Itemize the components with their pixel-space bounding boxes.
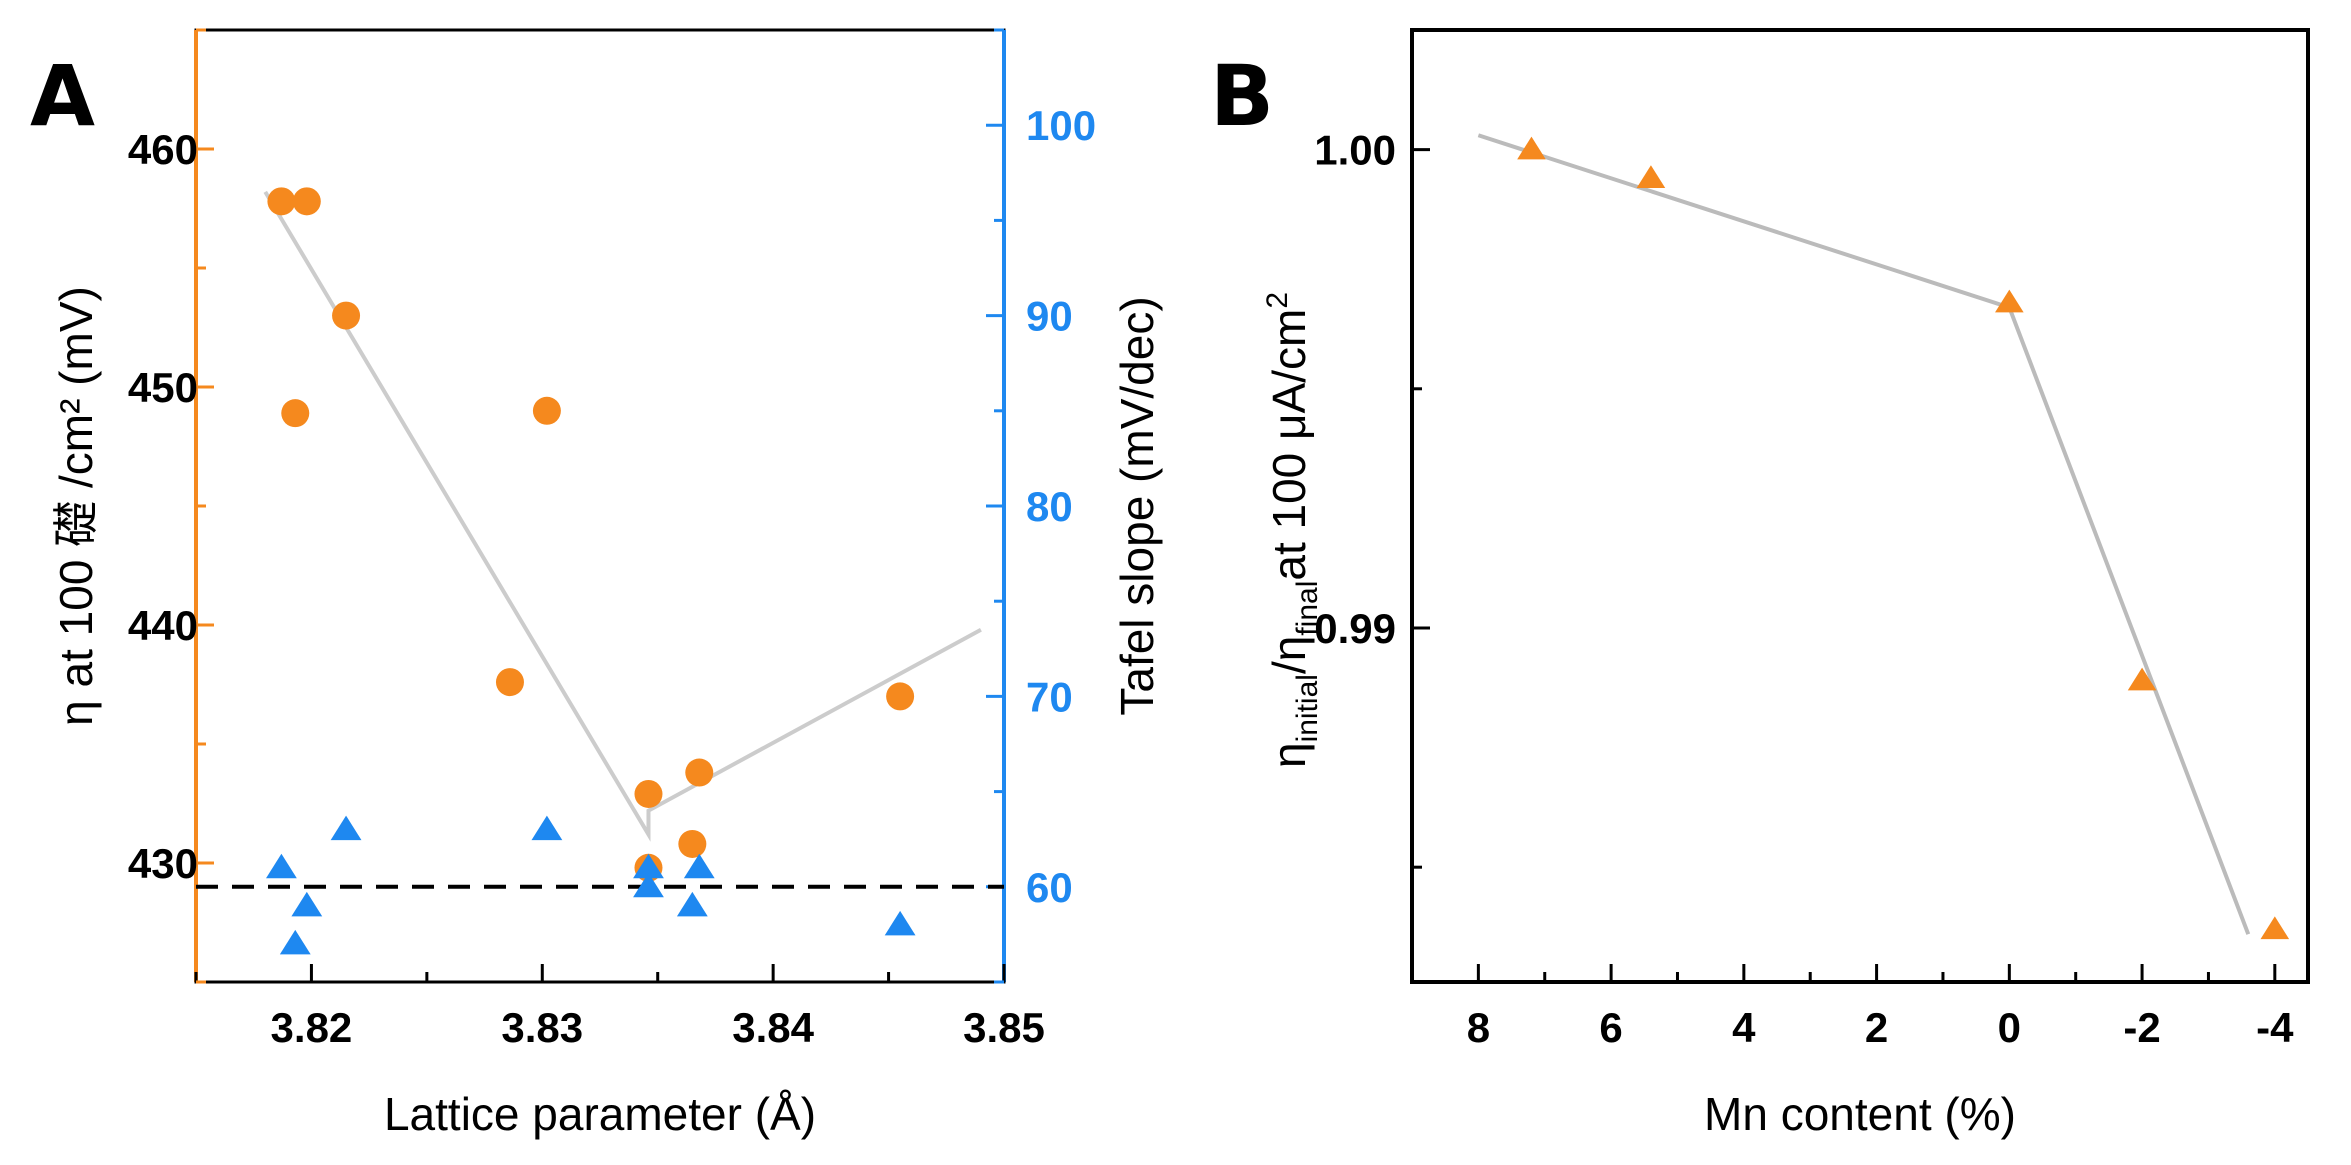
x-tick-label-b-3: 2 — [1865, 1004, 1888, 1051]
y-axis-title-b-eta2: η — [1263, 636, 1315, 662]
y-axis-title-b-sup: 2 — [1261, 292, 1294, 309]
y-left-tick-label-2: 450 — [128, 364, 198, 411]
x-tick-label-a-2: 3.84 — [732, 1004, 814, 1051]
tafel-point-4 — [531, 815, 563, 841]
tafel-point-1 — [279, 929, 311, 955]
x-tick-label-b-1: 6 — [1599, 1004, 1622, 1051]
tafel-point-5 — [633, 853, 664, 879]
overpotential-point-7 — [685, 758, 714, 787]
overpotential-point-6 — [634, 779, 663, 808]
overpotential-point-2 — [281, 399, 310, 428]
y-axis-title-b-sub-initial: initial — [1291, 674, 1324, 742]
panel-b-points — [1517, 136, 2290, 940]
overpotential-point-1 — [292, 187, 321, 216]
y-axis-title-b-slash: / — [1263, 661, 1315, 674]
ratio-point-1 — [1636, 165, 1666, 189]
y-tick-label-b-0: 0.99 — [1314, 605, 1396, 652]
y-right-tick-label-1: 70 — [1026, 673, 1073, 720]
trend-line-a — [263, 190, 982, 842]
x-tick-label-b-4: 0 — [1998, 1004, 2021, 1051]
panel-a-letter: A — [30, 47, 95, 145]
ratio-point-0 — [1517, 136, 1546, 160]
panel-b: B 8 6 4 2 0 -2 -40.991.00 Mn content (%) ηinit… — [1210, 28, 2310, 1140]
x-tick-label-b-6: -4 — [2256, 1004, 2294, 1051]
tafel-point-9 — [884, 910, 916, 936]
overpotential-point-8 — [678, 829, 707, 858]
x-tick-label-a-0: 3.82 — [271, 1004, 353, 1051]
y-axis-title-b-eta: η — [1263, 742, 1315, 768]
y-right-tick-label-2: 80 — [1026, 483, 1073, 530]
tafel-point-8 — [683, 853, 715, 879]
panel-a-ticks: 3.82 3.83 3.84 3.85 430 440 450 460 60 70 80 90 100 — [128, 28, 1096, 1051]
x-axis-title-b: Mn content (%) — [1704, 1088, 2016, 1140]
y-left-tick-label-3: 460 — [128, 126, 198, 173]
y-axis-title-b-sub-final: final — [1291, 581, 1324, 636]
panel-b-ticks: 8 6 4 2 0 -2 -4 0.99 1.00 — [1314, 127, 2294, 1051]
x-axis-title-a: Lattice parameter (Å) — [384, 1088, 816, 1140]
y-left-tick-label-1: 440 — [128, 602, 198, 649]
panel-a: A 3.82 3.83 3.84 3.85 430 440 450 460 60 70 80 90 10… — [30, 28, 1163, 1140]
overpotential-point-5 — [495, 668, 524, 697]
trend-line-b — [1477, 133, 2251, 935]
y-right-tick-label-0: 60 — [1026, 864, 1073, 911]
panel-a-points — [266, 187, 916, 955]
y-tick-label-b-1: 1.00 — [1314, 127, 1396, 174]
y-left-tick-label-0: 430 — [128, 840, 198, 887]
panel-a-frame — [194, 28, 1006, 984]
y-axis-title-b: ηinitial/ηfinalat 100 μA/cm2 — [1261, 292, 1324, 768]
ratio-point-2 — [1995, 289, 2024, 313]
panel-b-letter: B — [1210, 47, 1274, 145]
overpotential-point-3 — [332, 301, 361, 330]
overpotential-point-10 — [886, 682, 915, 711]
y-axis-title-right: Tafel slope (mV/dec) — [1111, 296, 1163, 715]
overpotential-point-4 — [532, 396, 561, 425]
x-tick-label-b-2: 4 — [1732, 1004, 1756, 1051]
y-right-tick-label-4: 100 — [1026, 102, 1096, 149]
tafel-point-3 — [330, 815, 362, 841]
panel-b-frame — [1410, 28, 2310, 984]
x-tick-label-b-0: 8 — [1467, 1004, 1490, 1051]
y-axis-title-b-rest: at 100 μA/cm — [1263, 309, 1315, 581]
tafel-point-2 — [291, 891, 323, 917]
x-tick-label-b-5: -2 — [2123, 1004, 2160, 1051]
tafel-point-0 — [266, 853, 297, 879]
ratio-point-4 — [2260, 916, 2290, 940]
x-tick-label-a-1: 3.83 — [501, 1004, 583, 1051]
ratio-point-3 — [2127, 667, 2157, 691]
y-axis-title-left: η at 100 礎 /cm² (mV) — [50, 286, 102, 726]
x-tick-label-a-3: 3.85 — [963, 1004, 1045, 1051]
overpotential-point-0 — [267, 187, 296, 216]
y-right-tick-label-3: 90 — [1026, 293, 1073, 340]
tafel-point-6 — [633, 872, 664, 898]
tafel-point-7 — [676, 891, 708, 917]
